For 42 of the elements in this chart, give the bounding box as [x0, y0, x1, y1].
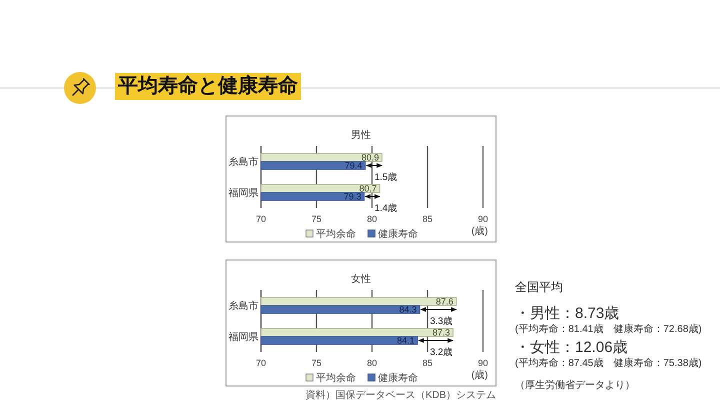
- data-label: 84.1: [396, 336, 414, 346]
- tick-label: 80: [367, 358, 377, 368]
- data-label: 84.3: [399, 304, 417, 315]
- category-label: 福岡県: [228, 188, 258, 199]
- data-label: 79.3: [344, 192, 362, 202]
- title: 全国平均: [515, 280, 563, 294]
- category-label: 糸島市: [228, 301, 258, 312]
- tick-label: 85: [422, 358, 432, 368]
- tick-label: 85: [422, 214, 432, 224]
- legend-label: 平均余命: [316, 373, 356, 384]
- data-label: 87.3: [432, 328, 450, 338]
- title: 男性: [351, 130, 371, 141]
- legend-label: 健康寿命: [378, 229, 418, 240]
- annotation: 1.5歳: [374, 172, 398, 183]
- title: 平均寿命と健康寿命: [115, 73, 301, 100]
- tick-label: 75: [312, 358, 322, 368]
- legend-label: 平均余命: [316, 229, 356, 240]
- annotation: ・男性：8.73歳: [515, 305, 620, 322]
- tick-label: 70: [256, 214, 266, 224]
- data-label: 79.4: [344, 160, 362, 171]
- legend-label: 健康寿命: [378, 373, 418, 384]
- annotation: （厚生労働省データより）: [515, 380, 635, 391]
- category-label: 糸島市: [228, 157, 258, 168]
- tick-label: 90: [478, 214, 488, 224]
- data-label: 87.6: [436, 296, 454, 307]
- annotation: 資料）国保データベース（KDB）システム: [305, 390, 496, 401]
- annotation: (平均寿命：87.45歳 健康寿命：75.38歳): [515, 358, 702, 369]
- tick-label: 70: [256, 358, 266, 368]
- annotation: 3.2歳: [430, 347, 454, 358]
- category-label: 福岡県: [228, 332, 258, 343]
- axis-title: (歳): [471, 226, 488, 237]
- data-label: 80.9: [361, 152, 379, 163]
- annotation: 3.3歳: [430, 316, 454, 327]
- annotation: ・女性：12.06歳: [515, 339, 628, 356]
- axis-title: (歳): [471, 370, 488, 381]
- tick-label: 75: [312, 214, 322, 224]
- tick-label: 80: [367, 214, 377, 224]
- data-label: 80.7: [359, 184, 377, 194]
- annotation: 1.4歳: [374, 203, 398, 214]
- title: 女性: [351, 274, 371, 285]
- tick-label: 90: [478, 358, 488, 368]
- annotation: (平均寿命：81.41歳 健康寿命：72.68歳): [515, 324, 702, 335]
